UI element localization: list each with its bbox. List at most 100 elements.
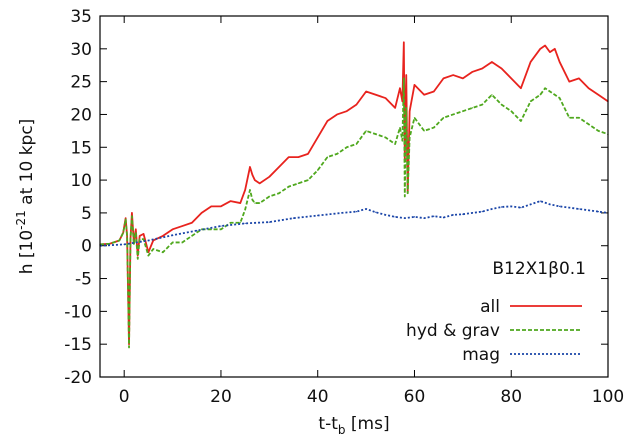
data-point bbox=[251, 174, 253, 176]
data-point bbox=[597, 130, 599, 132]
data-point bbox=[384, 97, 387, 99]
data-point bbox=[292, 217, 295, 219]
data-point bbox=[500, 67, 503, 70]
data-point bbox=[341, 212, 343, 214]
data-point bbox=[125, 217, 127, 219]
data-point bbox=[244, 189, 246, 191]
data-point bbox=[423, 217, 425, 219]
data-point bbox=[355, 211, 358, 213]
y-tick-label: 35 bbox=[70, 7, 92, 27]
data-point bbox=[510, 77, 512, 79]
data-point bbox=[288, 156, 290, 158]
data-point bbox=[588, 87, 590, 89]
data-point bbox=[510, 110, 512, 112]
data-point bbox=[462, 110, 464, 112]
data-point bbox=[544, 44, 546, 47]
data-point bbox=[162, 235, 164, 237]
data-point bbox=[230, 222, 232, 224]
data-point bbox=[254, 202, 256, 204]
data-point bbox=[413, 117, 416, 119]
y-tick-label: 20 bbox=[70, 105, 92, 125]
data-point bbox=[405, 74, 407, 76]
data-point bbox=[578, 77, 580, 79]
y-axis-label-pre: h [10 bbox=[17, 230, 37, 274]
data-point bbox=[126, 235, 128, 237]
data-point bbox=[375, 133, 377, 135]
data-point bbox=[365, 130, 367, 132]
y-tick-label: 10 bbox=[70, 171, 92, 191]
data-point bbox=[407, 192, 409, 194]
data-point bbox=[365, 90, 367, 93]
data-point bbox=[597, 211, 599, 213]
data-point bbox=[500, 206, 503, 208]
data-point bbox=[259, 202, 261, 204]
data-point bbox=[346, 110, 348, 112]
data-point bbox=[346, 146, 348, 148]
data-point bbox=[171, 228, 174, 230]
data-point bbox=[559, 97, 561, 99]
data-point bbox=[554, 94, 556, 96]
data-point bbox=[317, 136, 319, 139]
data-point bbox=[413, 216, 416, 218]
data-point bbox=[375, 94, 377, 96]
data-point bbox=[568, 207, 570, 209]
data-point bbox=[452, 74, 454, 76]
data-point bbox=[481, 67, 483, 70]
data-point bbox=[520, 207, 522, 209]
data-point bbox=[597, 94, 599, 96]
data-point bbox=[559, 61, 561, 63]
data-point bbox=[384, 136, 387, 139]
data-point bbox=[559, 205, 561, 207]
data-point bbox=[297, 182, 299, 184]
data-point bbox=[405, 107, 407, 109]
data-point bbox=[137, 258, 139, 260]
data-point bbox=[529, 100, 532, 102]
y-tick-label: -15 bbox=[64, 335, 92, 355]
series-1 bbox=[99, 77, 609, 349]
data-point bbox=[239, 222, 241, 224]
x-tick-label: 40 bbox=[307, 387, 329, 407]
data-point bbox=[539, 94, 541, 96]
data-point bbox=[500, 104, 503, 106]
y-tick-label: -5 bbox=[75, 270, 92, 290]
data-point bbox=[259, 182, 261, 184]
chart-annotation: B12X1β0.1 bbox=[492, 259, 586, 279]
data-point bbox=[394, 143, 396, 145]
data-point bbox=[452, 214, 454, 216]
data-point bbox=[181, 241, 183, 244]
data-point bbox=[162, 251, 164, 253]
data-point bbox=[544, 87, 546, 89]
data-point bbox=[401, 100, 403, 102]
data-point bbox=[191, 235, 193, 237]
data-point bbox=[394, 107, 396, 109]
data-point bbox=[171, 234, 174, 236]
data-point bbox=[278, 166, 280, 168]
data-point bbox=[554, 48, 556, 50]
data-point bbox=[394, 216, 396, 218]
data-point bbox=[254, 179, 256, 181]
data-point bbox=[403, 41, 405, 43]
data-point bbox=[549, 203, 551, 205]
data-point bbox=[433, 215, 435, 217]
x-tick-label: 80 bbox=[500, 387, 522, 407]
plot-frame bbox=[99, 15, 609, 378]
data-point bbox=[220, 225, 222, 227]
data-point bbox=[278, 192, 280, 194]
data-point bbox=[462, 77, 464, 79]
data-point bbox=[131, 212, 133, 214]
data-point bbox=[588, 209, 590, 211]
data-point bbox=[128, 343, 130, 345]
data-point bbox=[442, 77, 445, 79]
data-point bbox=[220, 228, 222, 230]
data-point bbox=[375, 211, 377, 213]
data-point bbox=[210, 205, 212, 207]
data-point bbox=[423, 130, 425, 132]
data-point bbox=[171, 241, 174, 244]
y-tick-label: 25 bbox=[70, 73, 92, 93]
series-2 bbox=[99, 200, 609, 247]
data-point bbox=[578, 208, 580, 210]
x-axis-label-unit: [ms] bbox=[346, 414, 390, 434]
data-point bbox=[251, 199, 253, 201]
data-point bbox=[471, 212, 474, 214]
data-point bbox=[326, 120, 328, 122]
